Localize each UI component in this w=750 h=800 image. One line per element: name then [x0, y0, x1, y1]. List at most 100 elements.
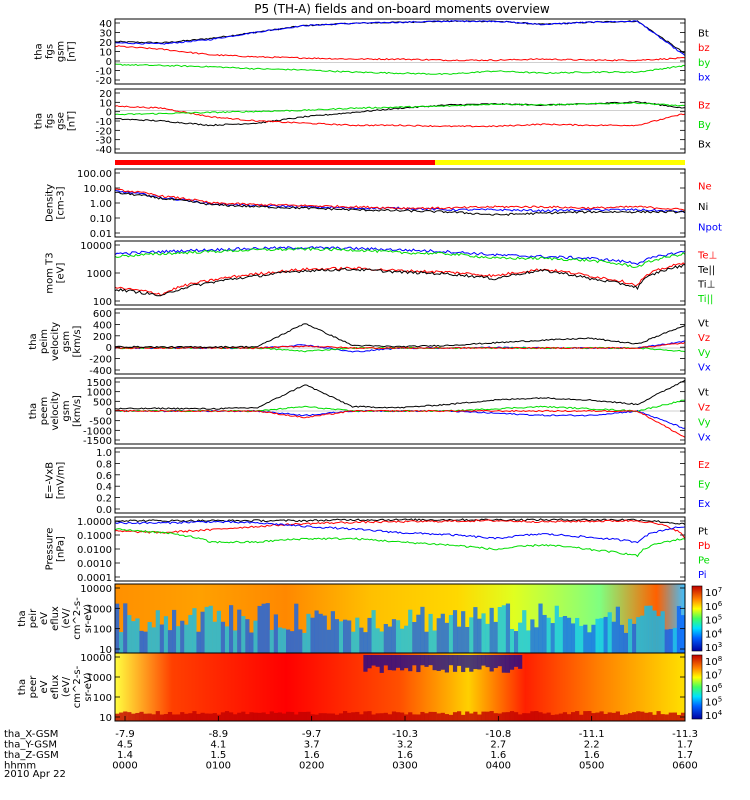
y-tick-label: 1.0000: [77, 517, 112, 528]
spectrogram-cell: [538, 712, 543, 721]
spectrogram-cell: [412, 655, 417, 666]
axis-row-value: 0300: [392, 761, 417, 772]
spectrogram-cell: [558, 713, 563, 721]
y-tick-label: 0.1000: [77, 531, 112, 542]
spectrogram-cell: [314, 714, 319, 721]
spectrogram-cell: [233, 630, 238, 653]
spectrogram-cell: [208, 713, 213, 721]
spectrogram-cell: [180, 712, 185, 721]
spectrogram-cell: [404, 655, 409, 669]
spectrogram-cell: [469, 655, 474, 672]
spectrogram-cell: [648, 712, 653, 721]
spectrogram-cell: [212, 621, 217, 653]
y-tick-label: -20: [96, 76, 112, 87]
spectrogram-cell: [420, 711, 425, 721]
spectrogram-cell: [159, 624, 164, 653]
y-axis-label: (eV/: [61, 608, 72, 629]
y-tick-label: 0.01: [90, 229, 112, 240]
spectrogram-cell: [306, 711, 311, 721]
spectrogram-cell: [448, 655, 454, 666]
spectrogram-cell: [575, 711, 580, 721]
panel-7: Ez Ey Ex 1.00.80.60.40.20.0 E=-VxB [mV/m]: [45, 447, 710, 516]
spectrogram-cell: [542, 713, 547, 721]
spectrogram-cell: [241, 616, 246, 653]
spectrogram-cell: [216, 714, 221, 721]
y-axis-label: cm^2-s-: [72, 665, 83, 708]
y-tick-label: 1000: [87, 388, 112, 399]
spectrogram-cell: [485, 623, 490, 653]
colorbar-tick-label: 104: [705, 709, 723, 722]
y-tick-label: -500: [89, 417, 112, 428]
spectrogram-cell: [257, 605, 262, 653]
y-tick-label: 1000: [87, 673, 112, 684]
spectrogram-cell: [477, 618, 482, 653]
axis-row-value: 1.4: [117, 750, 133, 761]
axis-row-value: 4.5: [117, 740, 133, 751]
colorbar-tick-exponent: 4: [718, 709, 723, 717]
series-line-Ni: [114, 191, 686, 217]
spectrogram-cell: [253, 620, 258, 653]
spectrogram-cell: [444, 655, 449, 673]
panel-frame: [114, 88, 686, 154]
spectrogram-cell: [550, 714, 555, 721]
spectrogram-cell: [420, 655, 425, 666]
legend: Vt Vz Vy Vx: [698, 388, 711, 444]
colorbar-gradient: [691, 585, 703, 652]
spectrogram-cell: [587, 632, 592, 653]
series-line-Bt: [114, 19, 686, 54]
y-tick-label: 0.0010: [77, 559, 112, 570]
spectrogram-cell: [534, 627, 539, 653]
y-axis-label: peim: [39, 329, 50, 354]
spectrogram-cell: [395, 620, 401, 653]
spectrogram-cell: [457, 655, 462, 666]
spectrogram-cell: [575, 617, 580, 653]
spectrogram-cell: [546, 617, 551, 653]
axis-row-value: 1.5: [210, 750, 226, 761]
spectrogram-cell: [473, 607, 478, 653]
colorbar-tick-label: 105: [705, 696, 722, 709]
spectrogram-cell: [379, 713, 384, 721]
spectrogram-cell: [387, 714, 392, 721]
spectrogram-cell: [375, 713, 380, 721]
y-tick-label: -10: [96, 67, 112, 78]
spectrogram-cell: [493, 621, 498, 653]
y-tick-label: 30: [99, 29, 112, 40]
colorbar-tick-label: 103: [705, 641, 722, 654]
spectrogram-cell: [497, 607, 502, 653]
spectrogram-cell: [265, 603, 270, 653]
spectrogram-cell: [139, 711, 144, 721]
series-line-Pb: [114, 519, 686, 539]
legend-entry: by: [698, 58, 710, 69]
spectrogram-cell: [241, 711, 246, 721]
spectrogram-cell: [509, 628, 515, 653]
spectrogram-cell: [220, 621, 226, 653]
spectrogram-cell: [383, 655, 388, 666]
spectrogram-cell: [249, 632, 254, 653]
spectrogram-cell: [261, 712, 266, 721]
y-axis-label: tha: [17, 679, 28, 695]
colorbar-tick-label: 105: [705, 614, 722, 627]
spectrogram-cell: [640, 711, 645, 721]
y-axis-label: [km/s]: [72, 395, 83, 427]
spectrogram-cell: [123, 603, 128, 653]
y-axis-label: [nPa]: [56, 536, 67, 562]
spectrogram-cell: [253, 712, 258, 721]
spectrogram-cell: [436, 618, 441, 653]
legend: Te⊥ Te|| Ti⊥ Ti||: [697, 250, 717, 305]
y-tick-label: 100.00: [77, 169, 112, 180]
colorbar-tick-label: 107: [705, 586, 722, 599]
y-axis-label: peer: [28, 675, 39, 699]
spectrogram-cell: [172, 714, 177, 721]
spectrogram-cell: [355, 711, 360, 721]
y-axis-label: gsm: [61, 331, 72, 352]
y-axis-label: E=-VxB: [45, 462, 56, 499]
colorbar-tick-exponent: 8: [718, 655, 722, 663]
colorbar-tick-label: 106: [705, 600, 723, 613]
y-tick-label: -10: [96, 117, 112, 128]
legend-entry: Vy: [698, 348, 711, 359]
spectrogram-cell: [636, 617, 641, 653]
spectrogram-cell: [294, 714, 299, 721]
axis-row-label: tha_X-GSM: [4, 729, 58, 740]
spectrogram-cell: [501, 605, 506, 653]
y-axis-label: [km/s]: [72, 325, 83, 357]
